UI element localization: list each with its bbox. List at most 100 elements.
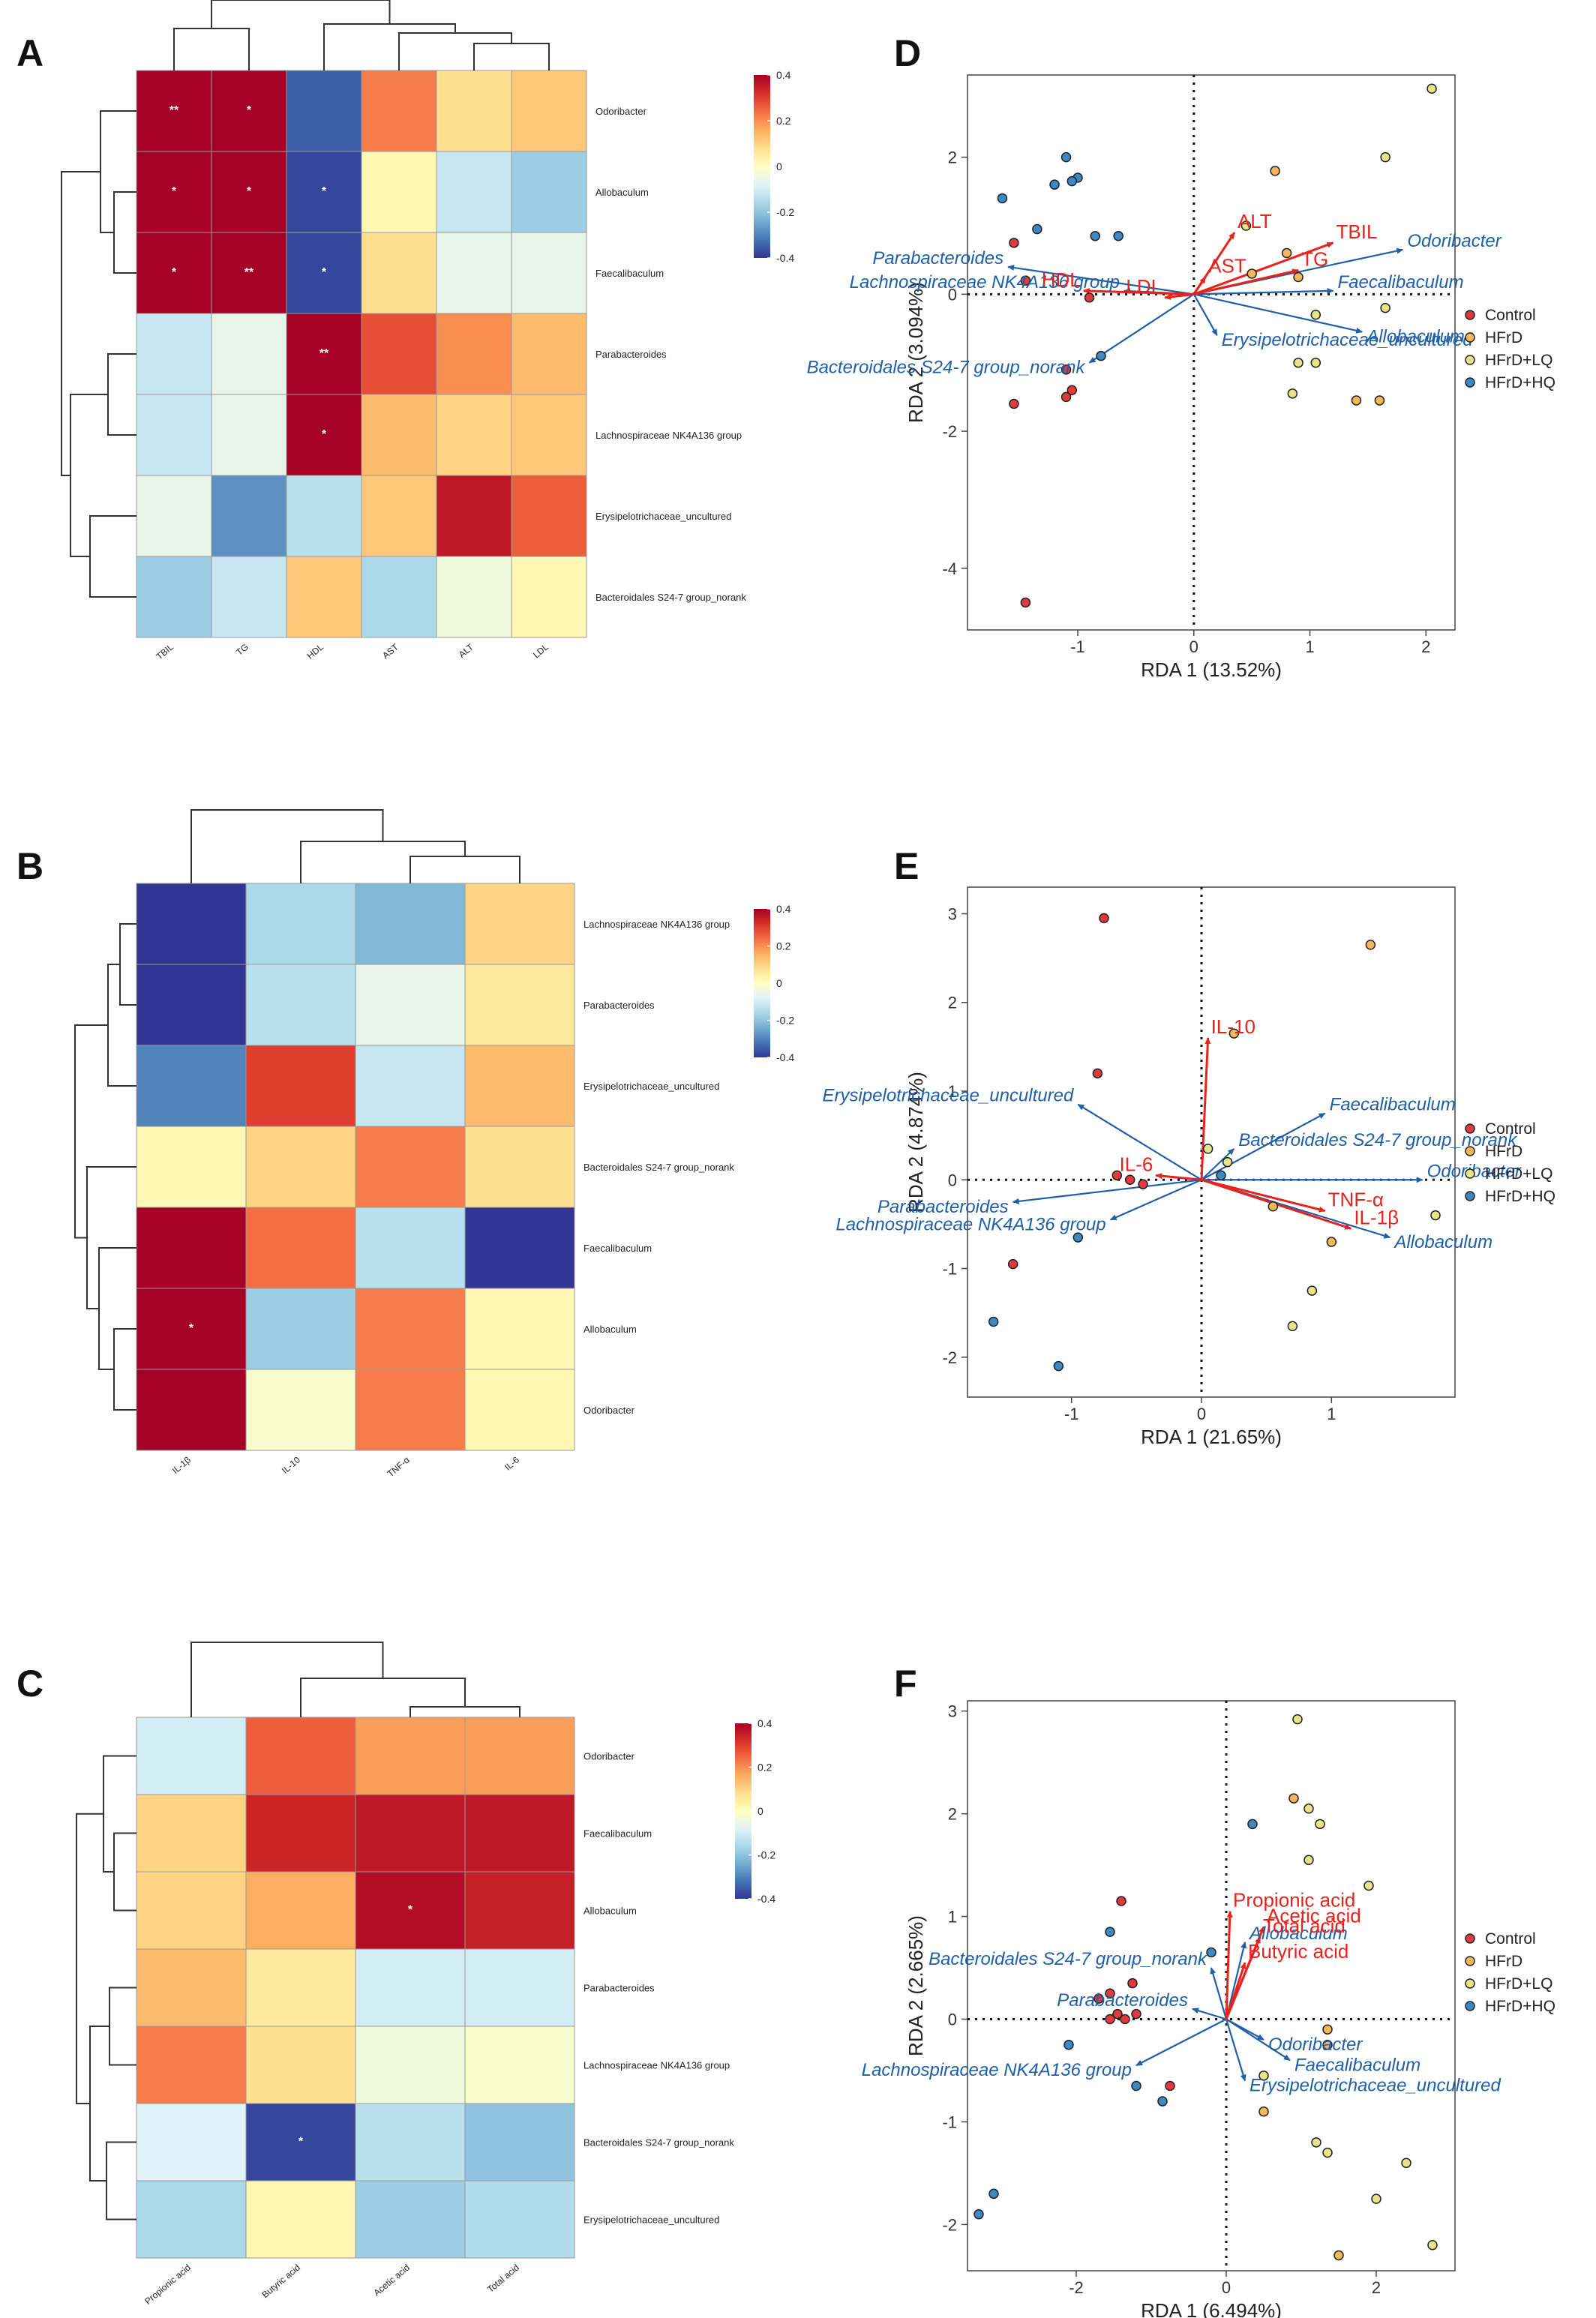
heatmap-cell: [286, 394, 362, 476]
colorbar-tick-label: -0.2: [776, 206, 794, 218]
legend-swatch: [1465, 355, 1475, 365]
sample-point: [1430, 1210, 1441, 1221]
dendrogram-link: [98, 1247, 136, 1370]
y-axis-title: RDA 2 (4.874%): [904, 1072, 927, 1213]
row-label: Allobaculum: [584, 1324, 637, 1335]
colorbar-tick-label: -0.2: [776, 1015, 794, 1027]
x-axis-title: RDA 1 (21.65%): [1141, 1426, 1282, 1448]
heatmap-cell: [286, 556, 362, 638]
y-tick-label: 2: [948, 994, 957, 1012]
environment-label: TG: [1301, 247, 1328, 270]
panel-letter-d: D: [894, 32, 921, 74]
rda-plot-e: -1 0 1 -2 -1 0 1 2 3 RDA 1 (21.65%) RDA 2 (4.874%)…: [822, 886, 1556, 1448]
species-label: Parabacteroides: [1057, 1990, 1188, 2011]
heatmap-cell: [464, 883, 575, 965]
y-tick-label: 1: [948, 1082, 957, 1101]
sample-point: [1293, 357, 1304, 368]
heatmap-cell: [355, 2103, 466, 2182]
heatmap-cell: [245, 1717, 356, 1795]
dendrogram-link: [398, 32, 512, 70]
heatmap-cell: [355, 1288, 466, 1370]
colorbar-tick-label: 0.2: [776, 115, 791, 127]
heatmap-cell: [355, 2180, 466, 2259]
heatmap-cell: [136, 2103, 247, 2182]
environment-label: Acetic acid: [1267, 1904, 1361, 1927]
sample-point: [1228, 1028, 1240, 1039]
sample-point: [997, 193, 1008, 204]
y-tick-label: -4: [942, 559, 957, 578]
legend-label: Control: [1485, 1120, 1536, 1138]
row-label: Odoribacter: [584, 1751, 635, 1762]
colorbar-tick-label: -0.4: [758, 1893, 776, 1905]
environment-label: LDL: [1126, 275, 1162, 298]
y-tick-label: -1: [942, 1260, 957, 1279]
heatmap-cell: [211, 151, 287, 233]
heatmap-cell: [286, 475, 362, 557]
sample-point: [1374, 395, 1385, 406]
legend-swatch: [1465, 1933, 1475, 1944]
legend-label: HFrD+LQ: [1485, 1165, 1552, 1183]
sample-point: [1246, 268, 1257, 279]
dendrogram-link: [300, 841, 466, 883]
sample-point: [1060, 391, 1072, 403]
sample-point: [1032, 223, 1042, 235]
environment-label: HDL: [1042, 268, 1081, 291]
environment-arrow: [1164, 292, 1194, 300]
species-arrow: [1226, 2018, 1291, 2062]
row-label: Bacteroidales S24-7 group_norank: [584, 1162, 734, 1173]
heatmap-c: * * Odoribacter Faecalibaculum Allobaculum Pa…: [76, 1642, 776, 2307]
significance-mark: *: [247, 104, 252, 117]
rda-plot-f: -2 0 2 -2 -1 0 1 2 3 RDA 1 (6.494%) RDA 2 (2.665%)…: [862, 1700, 1556, 2318]
heatmap-cell: [464, 1794, 575, 1873]
sample-point: [1268, 1201, 1279, 1212]
y-tick-label: -1: [942, 2113, 957, 2131]
sample-point: [1157, 2096, 1168, 2107]
column-label: Total acid: [485, 2263, 521, 2295]
species-arrow: [1201, 1112, 1326, 1181]
sample-point: [1090, 230, 1100, 241]
dendrogram-link: [113, 1328, 136, 1411]
sample-point: [1084, 292, 1095, 303]
species-label: Odoribacter: [1407, 231, 1502, 251]
sample-point: [1060, 364, 1072, 375]
species-arrow: [1193, 293, 1364, 334]
species-arrow: [1136, 2018, 1227, 2067]
dendrogram-link: [190, 809, 384, 883]
y-tick-label: 0: [948, 1171, 957, 1189]
dendrogram-link: [61, 171, 100, 476]
heatmap-cell: [136, 883, 247, 965]
sample-point: [1120, 2014, 1130, 2025]
y-tick-label: -2: [942, 422, 957, 441]
heatmap-cell: [211, 70, 287, 152]
row-label: Lachnospiraceae NK4A136 group: [584, 919, 730, 930]
panel-letter-a: A: [16, 32, 44, 74]
heatmap-cell: [136, 70, 212, 152]
species-arrow: [1225, 2019, 1246, 2082]
dendrogram-link: [86, 1166, 136, 1309]
dendrogram-link: [103, 1755, 136, 1873]
sample-point: [1306, 1285, 1318, 1296]
sample-point: [1112, 2008, 1123, 2020]
sample-point: [1105, 1927, 1115, 1937]
heatmap-b: * Lachnospiraceae NK4A136 group Parabacter…: [74, 809, 794, 1479]
row-label: Faecalibaculum: [584, 1243, 652, 1254]
row-label: Bacteroidales S24-7 group_norank: [584, 2137, 734, 2149]
heatmap-a: ** ** * ** ** ****OdoribacterAllobaculumFaeca…: [61, 0, 794, 662]
column-label: Butyric acid: [260, 2263, 302, 2301]
colorbar: [754, 909, 770, 1057]
sample-point: [1131, 2080, 1142, 2092]
sample-point: [1113, 230, 1124, 241]
column-label: IL-10: [280, 1454, 302, 1476]
sample-point: [1310, 310, 1322, 320]
species-label: Erysipelotrichaceae_uncultured: [822, 1086, 1074, 1106]
dendrogram-link: [107, 964, 136, 1087]
sample-point: [1127, 1978, 1138, 1989]
sample-point: [1427, 2240, 1438, 2251]
legend-swatch: [1465, 1978, 1475, 1989]
dendrogram-link: [113, 191, 136, 274]
legend-label: Control: [1485, 307, 1536, 324]
heatmap-cell: [355, 1717, 466, 1795]
species-arrow: [1192, 293, 1218, 337]
column-label: TBIL: [154, 641, 176, 661]
